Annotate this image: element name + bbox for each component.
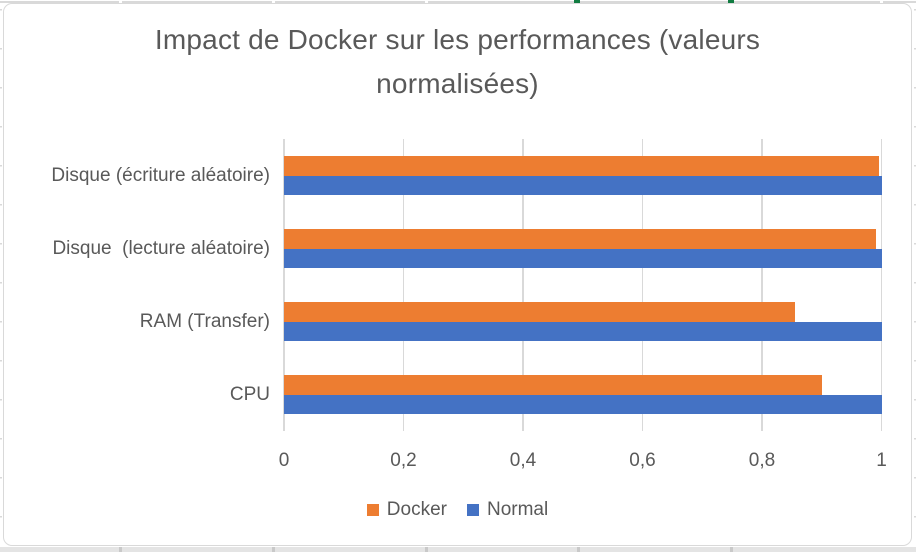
legend: Docker Normal xyxy=(4,498,911,522)
gridline xyxy=(761,139,763,431)
sheet-row-lines-right xyxy=(914,9,916,545)
sheet-column-gap xyxy=(880,0,883,4)
sheet-top-gridline xyxy=(0,1,916,3)
category-label: CPU xyxy=(229,383,270,405)
gridline xyxy=(880,139,883,431)
sheet-column-gap xyxy=(272,0,275,4)
gridline xyxy=(641,139,644,431)
x-axis-tick-label: 1 xyxy=(876,450,887,471)
chart-container[interactable]: Impact de Docker sur les performances (v… xyxy=(3,3,912,546)
sheet-green-cell-border xyxy=(574,0,580,4)
sheet-column-gap xyxy=(119,0,122,4)
legend-item-normal: Normal xyxy=(466,498,549,522)
category-axis-labels: Disque (écriture aléatoire) Disque (lectu… xyxy=(4,139,270,431)
x-axis-tick-label: 0,4 xyxy=(509,450,537,471)
x-axis-tick-labels: 0 0,2 0,4 0,6 0,8 1 xyxy=(279,449,887,473)
bar-docker xyxy=(284,375,822,395)
gridline xyxy=(402,139,405,431)
legend-label: Docker xyxy=(386,499,447,520)
bar-docker xyxy=(284,229,876,249)
legend-swatch-icon xyxy=(366,504,379,516)
sheet-column-mark xyxy=(119,547,122,552)
bar-normal xyxy=(284,248,882,268)
sheet-column-mark xyxy=(272,547,275,552)
gridline xyxy=(522,139,524,431)
x-axis-tick-label: 0 xyxy=(278,450,290,471)
plot-area xyxy=(283,139,883,431)
sheet-row-lines-left xyxy=(0,9,2,545)
x-axis-tick-label: 0,2 xyxy=(390,450,417,471)
bar-docker xyxy=(284,302,795,322)
x-axis-tick-label: 0,6 xyxy=(629,450,656,471)
chart-title-line-1: Impact de Docker sur les performances (v… xyxy=(154,24,761,55)
bar-normal xyxy=(284,321,882,341)
sheet-column-mark xyxy=(425,547,428,552)
bar-normal xyxy=(284,175,882,195)
sheet-green-cell-border xyxy=(728,0,734,4)
chart-title: Impact de Docker sur les performances (v… xyxy=(4,18,911,106)
bar-docker xyxy=(284,156,879,176)
legend-swatch-icon xyxy=(466,504,479,516)
sheet-column-mark xyxy=(730,547,733,552)
sheet-column-mark xyxy=(577,547,580,552)
category-label: Disque (lecture aléatoire) xyxy=(52,237,270,259)
x-axis-tick-label: 0,8 xyxy=(748,450,776,471)
value-axis-line xyxy=(283,139,285,431)
sheet-column-gap xyxy=(425,0,428,4)
sheet-bottom-edge xyxy=(0,547,916,552)
legend-item-docker: Docker xyxy=(366,498,447,522)
category-label: RAM (Transfer) xyxy=(139,310,270,332)
bar-normal xyxy=(284,394,882,414)
category-label: Disque (écriture aléatoire) xyxy=(51,164,270,186)
legend-label: Normal xyxy=(486,499,549,520)
chart-title-line-2: normalisées) xyxy=(376,68,539,99)
